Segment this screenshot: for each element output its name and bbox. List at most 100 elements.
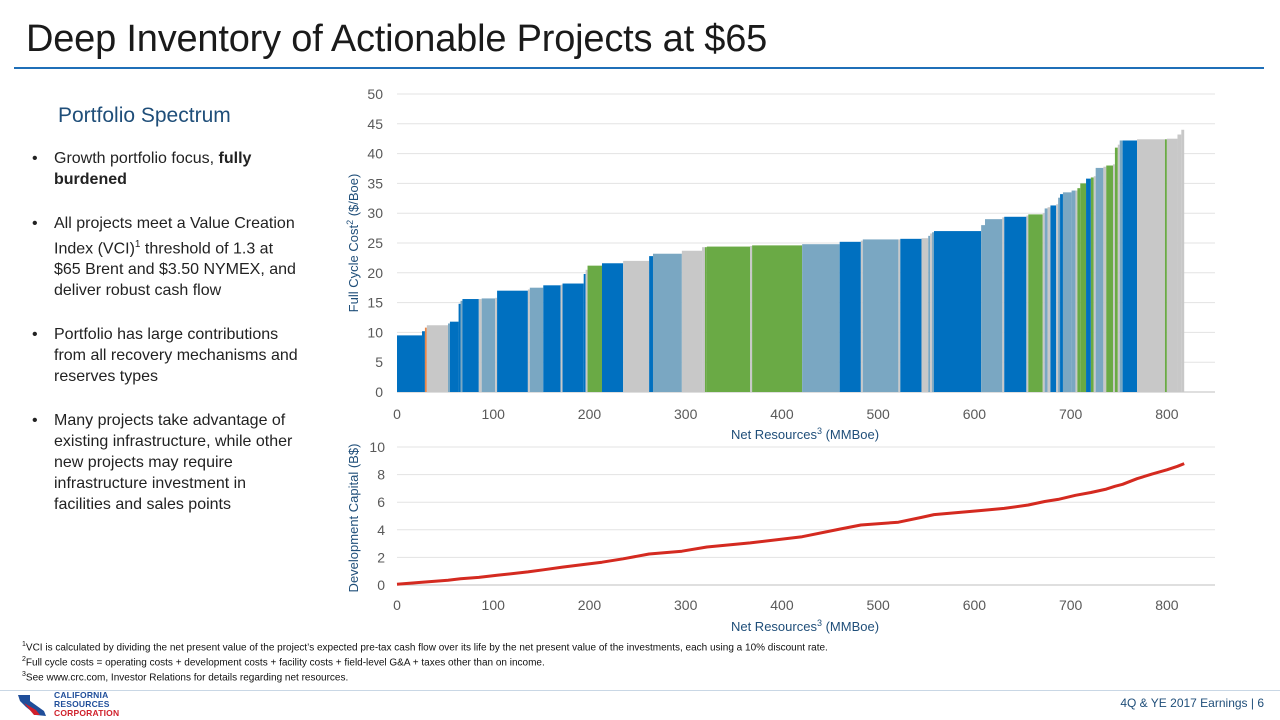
cost-bar [585,269,588,392]
x-axis-label: Net Resources3 (MMBoe) [731,426,879,442]
cost-bar [750,245,753,392]
y-tick-label: 35 [367,175,383,191]
x-tick-label: 100 [482,406,506,422]
y-tick-label: 4 [377,522,385,538]
cost-bar [1177,134,1182,392]
cost-bar [1058,197,1061,392]
cost-bar [981,225,985,392]
cost-bar [495,297,498,392]
y-tick-label: 20 [367,265,383,281]
y-tick-label: 6 [377,494,385,510]
cost-bar [932,232,934,392]
y-tick-label: 2 [377,549,385,565]
x-tick-label: 800 [1155,597,1179,613]
company-logo: CALIFORNIA RESOURCES CORPORATION [16,690,126,718]
cost-bar [652,253,682,392]
logo-line: CORPORATION [54,708,120,718]
page-title: Deep Inventory of Actionable Projects at… [26,18,768,60]
bullet-item: Growth portfolio focus, fully burdened [30,148,300,190]
y-tick-label: 50 [367,86,383,102]
x-axis-label: Net Resources3 (MMBoe) [731,618,879,634]
cost-bar [930,233,933,392]
cost-bar [1114,147,1118,392]
cost-bar [1002,217,1005,392]
cost-bar [1044,208,1048,392]
cost-bar [422,331,425,392]
y-tick-label: 10 [369,439,385,455]
y-tick-label: 5 [375,354,383,370]
cost-bar [1075,190,1078,392]
y-tick-label: 0 [377,577,385,593]
cost-bar [458,303,461,392]
cost-bar [397,335,423,392]
bullet-list: Growth portfolio focus, fully burdened A… [30,148,300,538]
cost-bar [481,298,496,392]
cost-bar [702,247,705,392]
cost-bar [543,285,561,392]
cost-bar [1093,176,1096,392]
cost-bar [802,244,840,392]
footer-page-label: 4Q & YE 2017 Earnings | 6 [1120,696,1264,710]
cost-bar [1080,183,1087,392]
footer-divider [0,690,1280,691]
cost-bar [1164,139,1167,392]
cost-bar [928,235,931,392]
california-map-icon [18,695,46,716]
logo-line: CALIFORNIA [54,690,109,700]
cost-bar [1071,190,1076,392]
cost-bar [681,250,703,392]
cost-bar [478,299,482,392]
cost-bar [1090,177,1094,392]
cost-bar [1117,144,1120,392]
cost-bar [1095,167,1104,392]
cost-bar [1112,164,1115,392]
y-tick-label: 0 [375,384,383,400]
x-tick-label: 200 [578,597,602,613]
x-tick-label: 0 [393,597,401,613]
cost-bar [1042,213,1045,392]
panel-heading: Portfolio Spectrum [58,104,231,127]
x-tick-label: 300 [674,406,698,422]
cost-bar [462,299,479,392]
cost-bar [460,300,463,392]
x-tick-label: 100 [482,597,506,613]
cost-bar [426,325,449,392]
y-tick-label: 45 [367,116,383,132]
cost-bar [529,287,544,392]
cost-bar [497,290,528,392]
bullet-item: Portfolio has large contributions from a… [30,324,300,387]
cost-bar [860,240,863,392]
y-tick-label: 25 [367,235,383,251]
cost-bar [587,265,602,392]
cost-bar [583,273,586,392]
cost-bar [1122,140,1138,392]
cost-bar [839,241,861,392]
cost-bar [752,245,803,392]
cost-bar [1103,166,1107,392]
x-tick-label: 700 [1059,406,1083,422]
y-tick-label: 30 [367,205,383,221]
cost-bar [1181,129,1185,392]
cost-bar [1056,204,1059,392]
x-tick-label: 500 [866,597,890,613]
y-tick-label: 15 [367,295,383,311]
x-tick-label: 700 [1059,597,1083,613]
cost-bar [921,238,929,392]
cost-bar [449,321,459,392]
y-axis-label: Development Capital (B$) [346,444,361,593]
cost-bar [1062,192,1072,392]
x-tick-label: 500 [866,406,890,422]
cost-bar [562,283,584,392]
cost-bar [601,263,624,392]
cost-bar [649,256,653,392]
y-axis-label: Full Cycle Cost2 ($/Boe) [345,174,361,313]
cost-bar [527,289,530,392]
cost-bar [1060,194,1063,392]
cost-bar [1106,165,1113,392]
x-tick-label: 800 [1155,406,1179,422]
cost-bar [984,219,1003,392]
footnote: 1VCI is calculated by dividing the net p… [22,641,828,654]
logo-line: RESOURCES [54,699,110,709]
cost-bar [424,327,427,392]
